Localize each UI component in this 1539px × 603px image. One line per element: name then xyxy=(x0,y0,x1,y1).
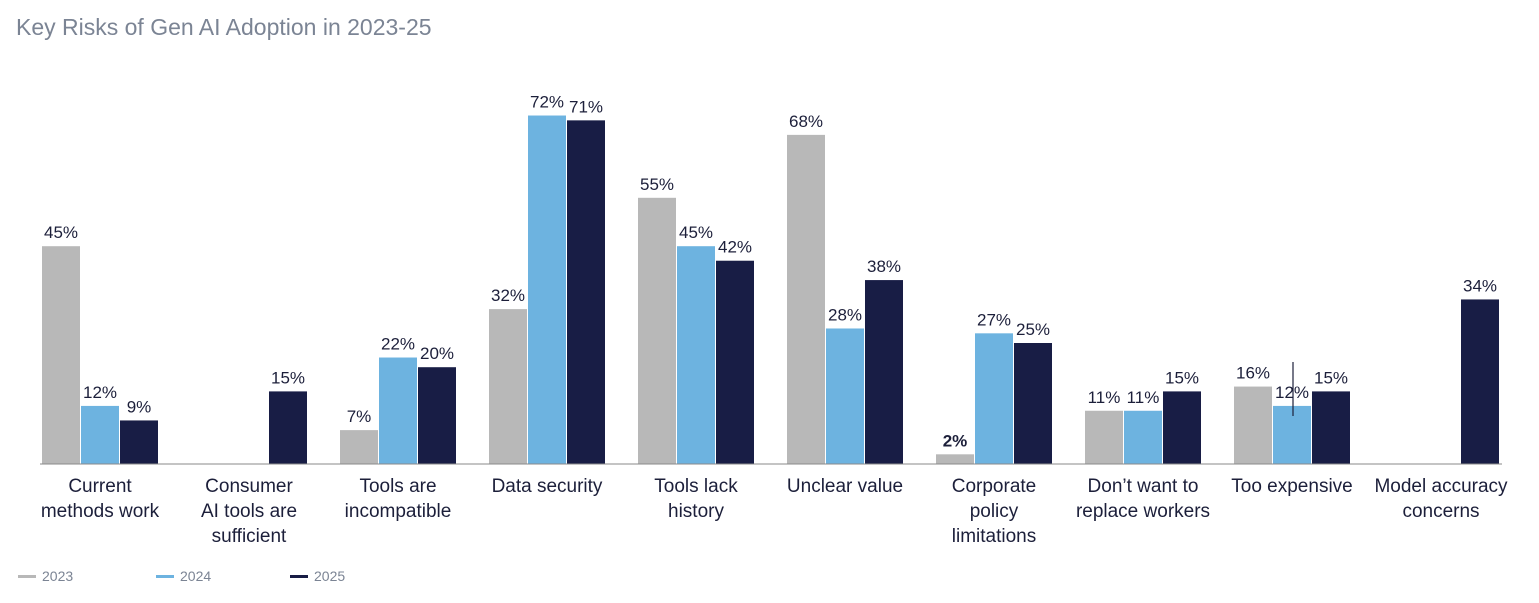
bar-5-2 xyxy=(865,280,903,464)
bar-0-0 xyxy=(42,246,80,464)
category-label-1-1: AI tools are xyxy=(201,501,297,522)
data-label-2-2: 20% xyxy=(420,344,454,363)
data-label-4-0: 55% xyxy=(640,175,674,194)
bar-5-1 xyxy=(826,328,864,464)
bar-4-2 xyxy=(716,260,754,464)
data-label-7-1: 11% xyxy=(1127,388,1160,407)
bar-6-0 xyxy=(936,454,974,464)
legend-swatch-0 xyxy=(18,574,36,578)
data-label-3-2: 71% xyxy=(569,97,603,116)
bar-2-0 xyxy=(340,430,378,464)
bar-9-2 xyxy=(1461,299,1499,464)
data-label-8-1: 12% xyxy=(1275,383,1309,402)
data-label-2-0: 7% xyxy=(347,407,372,426)
bar-4-1 xyxy=(677,246,715,464)
bar-7-2 xyxy=(1163,391,1201,464)
category-label-7-0: Don’t want to xyxy=(1088,476,1199,497)
category-label-6-2: limitations xyxy=(952,526,1036,547)
bar-8-1 xyxy=(1273,405,1311,464)
bar-0-1 xyxy=(81,405,119,464)
data-label-6-0: 2% xyxy=(943,431,968,450)
category-label-9-1: concerns xyxy=(1402,501,1479,522)
bar-6-2 xyxy=(1014,343,1052,464)
data-label-4-2: 42% xyxy=(718,238,752,257)
bar-7-1 xyxy=(1124,410,1162,464)
bar-3-1 xyxy=(528,115,566,465)
category-label-1-0: Consumer xyxy=(205,476,293,497)
data-label-3-1: 72% xyxy=(530,93,564,112)
category-label-3-0: Data security xyxy=(492,476,603,497)
category-label-9-0: Model accuracy xyxy=(1374,476,1508,497)
data-label-5-0: 68% xyxy=(789,112,823,131)
data-label-7-0: 11% xyxy=(1088,388,1121,407)
category-label-2-0: Tools are xyxy=(359,476,436,497)
bar-0-2 xyxy=(120,420,158,464)
legend-label-2: 2025 xyxy=(314,568,346,584)
category-label-6-0: Corporate xyxy=(952,476,1037,497)
bar-8-0 xyxy=(1234,386,1272,464)
category-label-6-1: policy xyxy=(970,501,1019,522)
data-label-4-1: 45% xyxy=(679,223,713,242)
category-label-5-0: Unclear value xyxy=(787,476,903,497)
data-label-6-2: 25% xyxy=(1016,320,1050,339)
data-label-3-0: 32% xyxy=(491,286,525,305)
category-label-2-1: incompatible xyxy=(345,501,452,522)
legend-item-0: 2023 xyxy=(18,568,73,584)
data-label-2-1: 22% xyxy=(381,335,415,354)
data-label-5-2: 38% xyxy=(867,257,901,276)
bar-4-0 xyxy=(638,197,676,465)
category-label-1-2: sufficient xyxy=(212,526,287,547)
data-label-0-1: 12% xyxy=(83,383,117,402)
category-label-0-1: methods work xyxy=(41,501,160,522)
legend-item-1: 2024 xyxy=(156,568,211,584)
bar-3-2 xyxy=(567,120,605,465)
legend-swatch-2 xyxy=(290,574,308,578)
data-label-6-1: 27% xyxy=(977,310,1011,329)
legend-label-1: 2024 xyxy=(180,568,212,584)
category-label-0-0: Current xyxy=(68,476,132,497)
legend-item-2: 2025 xyxy=(290,568,345,584)
bar-8-2 xyxy=(1312,391,1350,464)
bar-2-1 xyxy=(379,357,417,464)
category-label-4-0: Tools lack xyxy=(654,476,738,497)
data-label-0-0: 45% xyxy=(44,223,78,242)
data-label-8-0: 16% xyxy=(1236,364,1270,383)
bar-1-2 xyxy=(269,391,307,464)
data-label-0-2: 9% xyxy=(127,397,152,416)
bar-3-0 xyxy=(489,309,527,464)
bar-6-1 xyxy=(975,333,1013,464)
data-label-7-2: 15% xyxy=(1165,368,1199,387)
bar-2-2 xyxy=(418,367,456,464)
category-label-4-1: history xyxy=(668,501,724,522)
data-label-9-2: 34% xyxy=(1463,276,1497,295)
data-label-1-2: 15% xyxy=(271,368,305,387)
category-label-8-0: Too expensive xyxy=(1231,476,1352,497)
data-label-5-1: 28% xyxy=(828,305,862,324)
bar-7-0 xyxy=(1085,410,1123,464)
legend-swatch-1 xyxy=(156,574,174,578)
data-label-8-2: 15% xyxy=(1314,368,1348,387)
category-label-7-1: replace workers xyxy=(1076,501,1210,522)
legend-label-0: 2023 xyxy=(42,568,74,584)
chart-title: Key Risks of Gen AI Adoption in 2023-25 xyxy=(16,14,432,40)
bar-chart: 45% 12% 9% Current methods work 15% Consumer AI… xyxy=(40,93,1508,547)
bar-5-0 xyxy=(787,134,825,464)
